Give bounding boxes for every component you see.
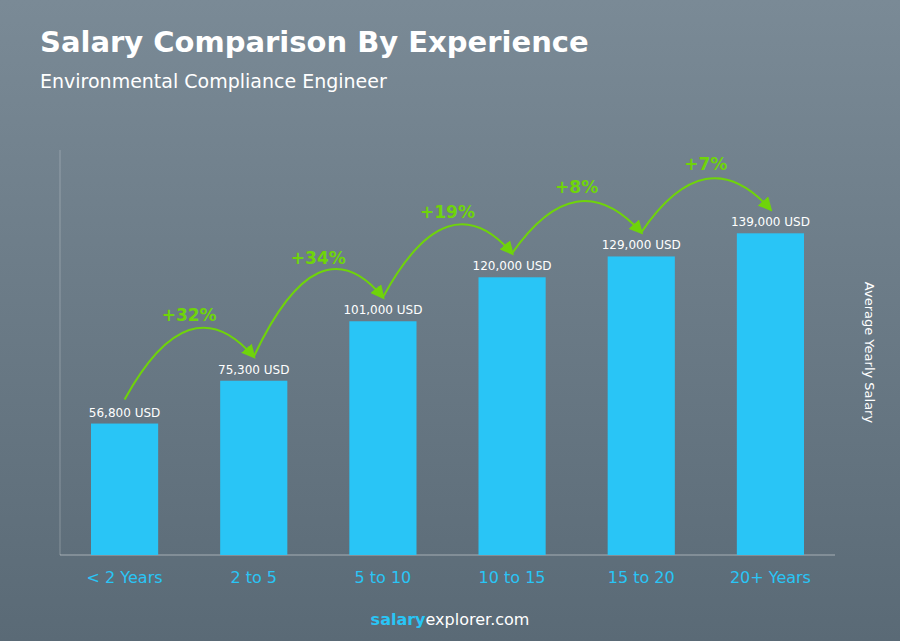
- x-tick-label: < 2 Years: [87, 568, 163, 587]
- title: Salary Comparison By Experience: [40, 25, 589, 59]
- x-tick-label: 20+ Years: [730, 568, 811, 587]
- arrow: [125, 328, 254, 400]
- subtitle: Environmental Compliance Engineer: [40, 70, 387, 92]
- bar: [608, 256, 675, 555]
- annotations: +32% +34% +19% +8% +7%: [125, 154, 771, 400]
- data-label: 129,000 USD: [602, 238, 681, 252]
- arrow: [512, 201, 641, 253]
- y-axis-line: [60, 150, 61, 555]
- x-tick-label: 10 to 15: [479, 568, 546, 587]
- arrow: [383, 224, 512, 297]
- bar: [479, 277, 546, 555]
- x-axis-line: [60, 555, 835, 556]
- x-tick-label: 5 to 10: [355, 568, 412, 587]
- footer-part: salary: [371, 610, 426, 629]
- footer: salaryexplorer.com: [371, 610, 530, 629]
- annotation-text: +19%: [420, 202, 475, 222]
- annotation-text: +7%: [684, 154, 727, 174]
- arrow: [641, 178, 770, 232]
- bar: [220, 381, 287, 555]
- data-label: 139,000 USD: [731, 215, 810, 229]
- data-label: 101,000 USD: [343, 303, 422, 317]
- bar: [349, 321, 416, 555]
- bar: [91, 424, 158, 555]
- arrow: [254, 269, 383, 357]
- y-axis-label: Average Yearly Salary: [862, 282, 877, 424]
- chart-svg: Salary Comparison By Experience Environme…: [0, 0, 900, 641]
- bars: [91, 233, 804, 555]
- data-label: 75,300 USD: [218, 363, 289, 377]
- footer-part: explorer.com: [426, 610, 530, 629]
- annotation-text: +34%: [291, 248, 346, 268]
- data-label: 120,000 USD: [473, 259, 552, 273]
- annotation-text: +8%: [555, 177, 598, 197]
- annotation-text: +32%: [162, 305, 217, 325]
- x-tick-label: 2 to 5: [230, 568, 277, 587]
- bar: [737, 233, 804, 555]
- x-tick-label: 15 to 20: [608, 568, 675, 587]
- background: [0, 0, 900, 641]
- data-label: 56,800 USD: [89, 406, 160, 420]
